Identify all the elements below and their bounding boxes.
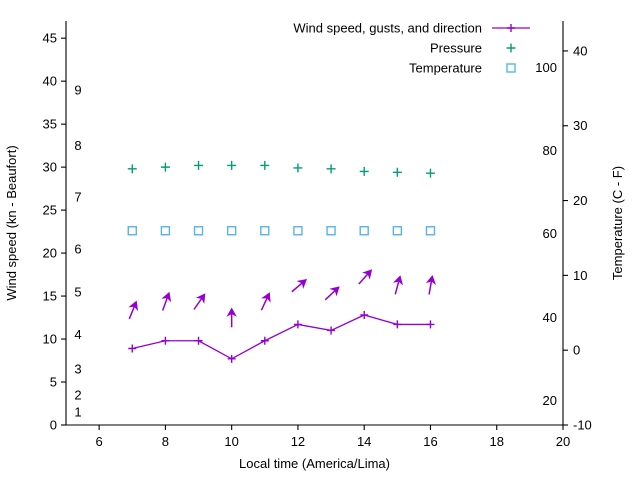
x-axis-tick-label: 6 <box>96 434 103 449</box>
gust-direction-arrow <box>392 275 404 295</box>
pressure-point <box>160 162 170 172</box>
temperature-point <box>392 226 403 236</box>
plot-border <box>65 21 564 426</box>
pressure-point <box>326 164 336 174</box>
y-axis-beaufort-label: 4 <box>74 327 81 342</box>
gust-direction-arrow <box>193 293 206 310</box>
y2-axis-fahrenheit-label: 100 <box>535 60 557 75</box>
x-axis-tick-label: 18 <box>489 434 503 449</box>
temperature-point <box>226 226 237 236</box>
y2-axis-tick-label: -10 <box>573 418 592 433</box>
gust-direction-arrow <box>324 286 340 301</box>
x-axis-tick-label: 20 <box>556 434 570 449</box>
y2-axis-title: Temperature (C - F) <box>610 166 625 280</box>
pressure-point <box>293 163 303 173</box>
y2-axis-fahrenheit-label: 60 <box>543 226 557 241</box>
x-axis-tick-label: 8 <box>162 434 169 449</box>
y-axis-tick-label: 25 <box>43 203 57 218</box>
wind-speed-point <box>161 336 170 345</box>
x-axis-tick-label: 14 <box>357 434 371 449</box>
wind-speed-point <box>293 320 302 329</box>
temperature-point <box>160 226 171 236</box>
y-axis-beaufort-label: 3 <box>74 362 81 377</box>
legend-marker-plus <box>506 43 516 53</box>
temperature-point <box>359 226 369 236</box>
pressure-point <box>260 160 270 170</box>
wind-speed-point <box>128 344 137 353</box>
y2-axis-fahrenheit-label: 80 <box>543 143 557 158</box>
y2-axis-tick-label: 20 <box>573 193 587 208</box>
temperature-point <box>326 226 336 236</box>
y-axis-tick-label: 5 <box>50 375 57 390</box>
pressure-point <box>392 167 402 177</box>
legend-label: Temperature <box>409 61 482 76</box>
gust-direction-arrow <box>291 279 307 293</box>
y-axis-tick-label: 30 <box>43 160 57 175</box>
y-axis-tick-label: 45 <box>43 31 57 46</box>
y-axis-tick-label: 15 <box>43 289 57 304</box>
wind-speed-point <box>360 310 369 319</box>
y-axis-beaufort-label: 1 <box>74 405 81 420</box>
pressure-point <box>227 160 237 170</box>
wind-speed-point <box>194 336 203 345</box>
pressure-point <box>359 166 369 176</box>
legend-label: Wind speed, gusts, and direction <box>293 21 482 36</box>
x-axis-tick-label: 16 <box>423 434 437 449</box>
y2-axis-fahrenheit-label: 40 <box>543 310 557 325</box>
y-axis-tick-label: 10 <box>43 332 57 347</box>
y-axis-beaufort-label: 9 <box>74 82 81 97</box>
legend-marker-plus <box>507 24 515 32</box>
y2-axis-fahrenheit-label: 20 <box>543 393 557 408</box>
y-axis-tick-label: 40 <box>43 74 57 89</box>
temperature-point <box>425 226 436 236</box>
gust-direction-arrow <box>425 274 437 295</box>
gust-direction-arrow <box>260 292 271 311</box>
x-axis-title: Local time (America/Lima) <box>239 456 390 471</box>
wind-speed-point <box>327 326 336 335</box>
y-axis-beaufort-label: 2 <box>74 387 81 402</box>
temperature-point <box>193 226 204 236</box>
y2-axis-tick-label: 0 <box>573 343 580 358</box>
y-axis-tick-label: 35 <box>43 117 57 132</box>
y-axis-tick-label: 20 <box>43 246 57 261</box>
pressure-point <box>127 164 137 174</box>
temperature-point <box>260 226 270 236</box>
y2-axis-tick-label: 10 <box>573 268 587 283</box>
y-axis-beaufort-label: 8 <box>74 138 81 153</box>
x-axis-tick-label: 12 <box>291 434 305 449</box>
gust-direction-arrow <box>358 269 373 285</box>
legend-label: Pressure <box>430 41 482 56</box>
y2-axis-tick-label: 30 <box>573 118 587 133</box>
y-axis-beaufort-label: 7 <box>74 190 81 205</box>
y-axis-title: Wind speed (kn - Beaufort) <box>4 145 19 300</box>
wind-speed-point <box>260 336 269 345</box>
pressure-point <box>425 168 435 178</box>
gust-direction-arrow <box>161 291 172 311</box>
legend-marker-square <box>506 63 516 73</box>
wind-speed-point <box>227 354 236 363</box>
y-axis-beaufort-label: 5 <box>74 284 81 299</box>
gust-direction-arrow <box>128 300 139 320</box>
wind-speed-point <box>393 320 402 329</box>
temperature-point <box>293 226 303 236</box>
y-axis-tick-label: 0 <box>50 418 57 433</box>
y2-axis-tick-label: 40 <box>573 43 587 58</box>
pressure-point <box>194 160 204 170</box>
wind-speed-line <box>132 314 431 360</box>
y-axis-beaufort-label: 6 <box>74 241 81 256</box>
temperature-point <box>127 226 137 236</box>
gust-direction-arrow <box>226 307 237 328</box>
x-axis-tick-label: 10 <box>224 434 238 449</box>
wind-speed-point <box>426 320 435 329</box>
